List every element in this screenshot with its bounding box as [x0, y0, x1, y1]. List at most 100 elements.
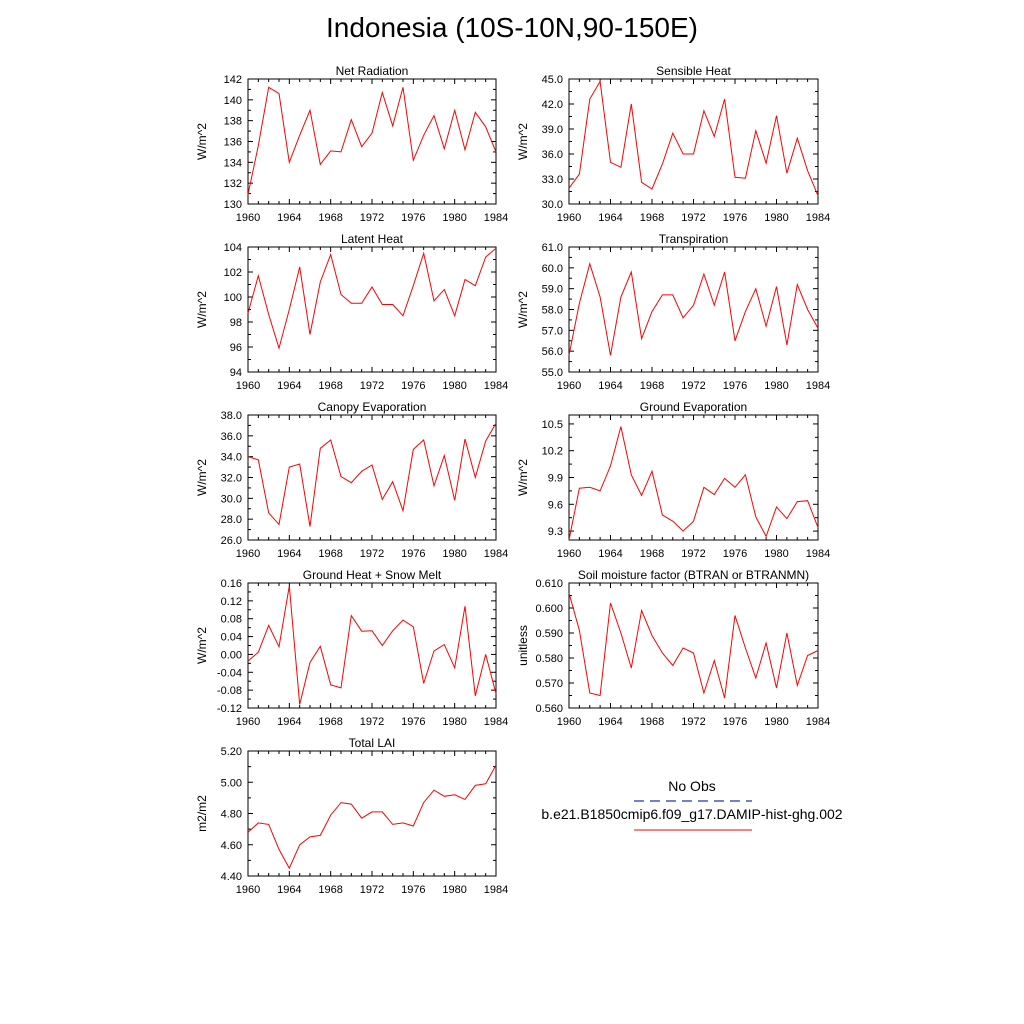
- y-tick-label: 39.0: [542, 124, 563, 136]
- x-tick-label: 1972: [360, 716, 384, 728]
- y-tick-label: 57.0: [542, 325, 563, 337]
- y-tick-label: 32.0: [221, 473, 242, 485]
- x-tick-label: 1968: [318, 380, 342, 392]
- y-tick-label: 100: [224, 292, 242, 304]
- plot-frame: [247, 750, 497, 877]
- x-tick-label: 1980: [764, 716, 788, 728]
- x-tick-label: 1972: [360, 884, 384, 896]
- x-tick-label: 1980: [442, 212, 466, 224]
- y-axis-label: W/m^2: [195, 291, 209, 328]
- y-tick-label: 142: [224, 74, 242, 86]
- y-tick-label: 132: [224, 178, 242, 190]
- x-tick-label: 1960: [236, 212, 260, 224]
- y-tick-label: 30.0: [542, 199, 563, 211]
- y-tick-label: 0.12: [221, 596, 242, 608]
- x-tick-label: 1968: [640, 716, 664, 728]
- x-tick-label: 1964: [598, 548, 622, 560]
- x-tick-label: 1980: [764, 548, 788, 560]
- x-tick-label: 1980: [764, 380, 788, 392]
- x-tick-label: 1964: [277, 716, 301, 728]
- series-line: [247, 86, 497, 195]
- x-tick-label: 1984: [484, 884, 508, 896]
- x-tick-label: 1968: [318, 716, 342, 728]
- x-tick-label: 1968: [318, 548, 342, 560]
- panel-title: Net Radiation: [336, 64, 409, 78]
- series-line: [568, 261, 819, 356]
- y-tick-label: 130: [224, 199, 242, 211]
- panel-6: Ground Evaporation W/m^2 1960 1964 1968 1972 1…: [516, 400, 830, 560]
- legend-model-label: b.e21.B1850cmip6.f09_g17.DAMIP-hist-ghg.…: [541, 806, 843, 822]
- y-tick-label: 42.0: [542, 99, 563, 111]
- y-tick-label: 0.08: [221, 614, 242, 626]
- plot-frame: [568, 582, 819, 709]
- x-tick-label: 1984: [484, 548, 508, 560]
- x-tick-label: 1984: [806, 212, 830, 224]
- y-tick-label: 9.9: [548, 473, 563, 485]
- x-tick-label: 1980: [442, 716, 466, 728]
- y-tick-label: -0.04: [217, 667, 242, 679]
- x-tick-label: 1972: [681, 716, 705, 728]
- y-tick-label: 58.0: [542, 305, 563, 317]
- y-tick-label: 10.5: [542, 419, 563, 431]
- x-tick-label: 1976: [401, 380, 425, 392]
- x-tick-label: 1960: [557, 548, 581, 560]
- x-tick-label: 1960: [557, 380, 581, 392]
- panel-title: Sensible Heat: [656, 64, 731, 78]
- x-tick-label: 1972: [681, 548, 705, 560]
- x-tick-label: 1980: [442, 380, 466, 392]
- panel-5: Canopy Evaporation W/m^2 1960 1964 1968 1972 1…: [195, 400, 508, 560]
- y-tick-label: 9.6: [548, 499, 563, 511]
- panel-title: Latent Heat: [341, 232, 404, 246]
- series-line: [247, 586, 497, 705]
- x-tick-label: 1968: [640, 380, 664, 392]
- y-tick-label: 36.0: [542, 149, 563, 161]
- panel-title: Canopy Evaporation: [318, 400, 427, 414]
- y-tick-label: 0.570: [535, 678, 563, 690]
- y-axis-label: W/m^2: [516, 291, 530, 328]
- x-tick-label: 1972: [360, 380, 384, 392]
- x-tick-label: 1984: [806, 716, 830, 728]
- y-tick-label: 5.20: [221, 746, 242, 758]
- y-tick-label: 26.0: [221, 535, 242, 547]
- y-tick-label: 10.2: [542, 446, 563, 458]
- plot-frame: [247, 78, 497, 205]
- x-tick-label: 1964: [598, 716, 622, 728]
- x-tick-label: 1964: [277, 380, 301, 392]
- y-tick-label: 4.60: [221, 840, 242, 852]
- x-tick-label: 1984: [484, 716, 508, 728]
- x-tick-label: 1964: [277, 548, 301, 560]
- panel-3: Latent Heat W/m^2 1960 1964 1968 1972 1976 1980…: [195, 232, 508, 392]
- y-axis-label: W/m^2: [516, 123, 530, 160]
- y-tick-label: 36.0: [221, 431, 242, 443]
- panel-title: Ground Evaporation: [640, 400, 747, 414]
- series-line: [568, 79, 819, 196]
- x-tick-label: 1968: [640, 548, 664, 560]
- panel-title: Transpiration: [659, 232, 729, 246]
- y-tick-label: -0.12: [217, 703, 242, 715]
- y-tick-label: 98: [230, 317, 242, 329]
- x-tick-label: 1976: [401, 548, 425, 560]
- y-tick-label: 60.0: [542, 263, 563, 275]
- y-tick-label: 4.80: [221, 809, 242, 821]
- panel-title: Total LAI: [349, 736, 396, 750]
- y-tick-label: 104: [224, 242, 242, 254]
- y-axis-label: W/m^2: [195, 123, 209, 160]
- x-tick-label: 1960: [236, 716, 260, 728]
- y-axis-label: W/m^2: [195, 459, 209, 496]
- y-tick-label: 59.0: [542, 284, 563, 296]
- y-tick-label: 34.0: [221, 452, 242, 464]
- y-tick-label: 0.600: [535, 603, 563, 615]
- y-tick-label: 4.40: [221, 871, 242, 883]
- y-tick-label: 134: [224, 157, 242, 169]
- series-line: [247, 247, 497, 351]
- panel-1: Net Radiation W/m^2 1960 1964 1968 1972 1976 19…: [195, 64, 508, 224]
- panel-8: Soil moisture factor (BTRAN or BTRANMN) u…: [516, 568, 830, 728]
- y-tick-label: 0.560: [535, 703, 563, 715]
- y-tick-label: 0.16: [221, 578, 242, 590]
- y-tick-label: 0.580: [535, 653, 563, 665]
- x-tick-label: 1984: [484, 212, 508, 224]
- y-tick-label: -0.08: [217, 685, 242, 697]
- x-tick-label: 1972: [681, 380, 705, 392]
- x-tick-label: 1968: [318, 884, 342, 896]
- y-axis-label: W/m^2: [516, 459, 530, 496]
